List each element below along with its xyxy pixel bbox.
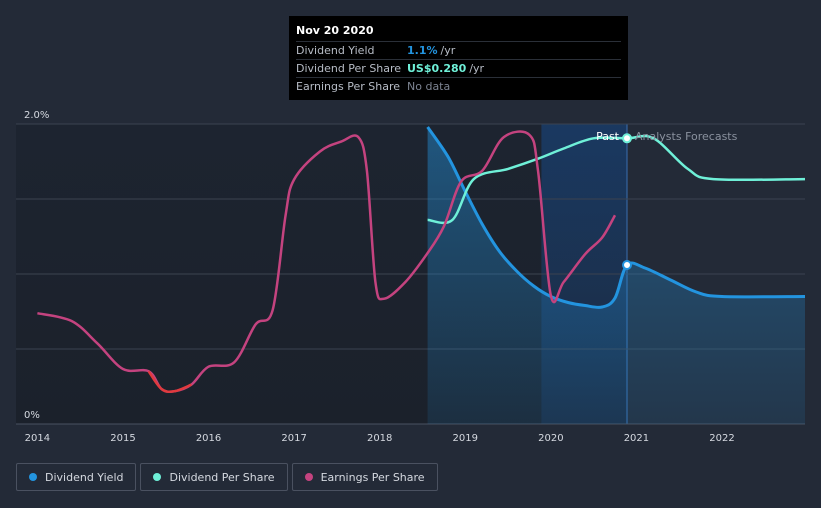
- y-tick-label: 0%: [24, 410, 40, 421]
- legend-item-earnings-per-share[interactable]: Earnings Per Share: [291, 463, 438, 491]
- tooltip-row-dividend-yield: Dividend Yield 1.1% /yr: [296, 41, 621, 59]
- x-tick-label: 2018: [367, 433, 392, 444]
- x-tick-label: 2014: [25, 433, 50, 444]
- legend-dot-icon: [29, 473, 37, 481]
- legend-label: Dividend Yield: [45, 470, 124, 484]
- dividend-yield-area: [427, 127, 805, 424]
- x-tick-label: 2015: [110, 433, 135, 444]
- legend-label: Earnings Per Share: [320, 470, 425, 484]
- past-label: Past: [596, 130, 620, 143]
- x-tick-label: 2020: [538, 433, 563, 444]
- legend: Dividend Yield Dividend Per Share Earnin…: [16, 463, 438, 491]
- dividend-yield-marker: [622, 260, 633, 270]
- earnings-per-share-negative-segment: [147, 370, 192, 394]
- dividend-per-share-line: [427, 134, 806, 225]
- x-tick-label: 2017: [281, 433, 306, 444]
- tooltip-label: Dividend Per Share: [296, 62, 402, 75]
- tooltip-row-dividend-per-share: Dividend Per Share US$0.280 /yr: [296, 59, 621, 77]
- tooltip-value: No data: [407, 80, 451, 93]
- x-tick-label: 2022: [709, 433, 734, 444]
- dividend-yield-line: [426, 126, 806, 309]
- dividend-per-share-marker: [622, 133, 633, 144]
- legend-dot-icon: [153, 473, 162, 481]
- x-tick-label: 2016: [196, 433, 221, 444]
- tooltip-label: Dividend Yield: [296, 44, 375, 57]
- legend-label: Dividend Per Share: [169, 470, 275, 484]
- tooltip-unit: /yr: [469, 62, 485, 75]
- tooltip-value: 1.1%: [407, 44, 438, 57]
- legend-item-dividend-yield[interactable]: Dividend Yield: [16, 463, 137, 491]
- y-tick-label: 2.0%: [24, 110, 49, 121]
- legend-item-dividend-per-share[interactable]: Dividend Per Share: [140, 463, 288, 491]
- x-tick-label: 2019: [453, 433, 478, 444]
- forecast-label: Analysts Forecasts: [635, 130, 738, 143]
- tooltip-date: Nov 20 2020: [296, 24, 374, 37]
- tooltip-label: Earnings Per Share: [296, 80, 401, 93]
- tooltip: Nov 20 2020 Dividend Yield 1.1% /yr Divi…: [289, 16, 628, 100]
- x-tick-label: 2021: [624, 433, 649, 444]
- tooltip-value: US$0.280: [407, 62, 467, 75]
- tooltip-unit: /yr: [440, 44, 456, 57]
- legend-dot-icon: [304, 473, 313, 481]
- tooltip-row-earnings-per-share: Earnings Per Share No data: [296, 77, 621, 95]
